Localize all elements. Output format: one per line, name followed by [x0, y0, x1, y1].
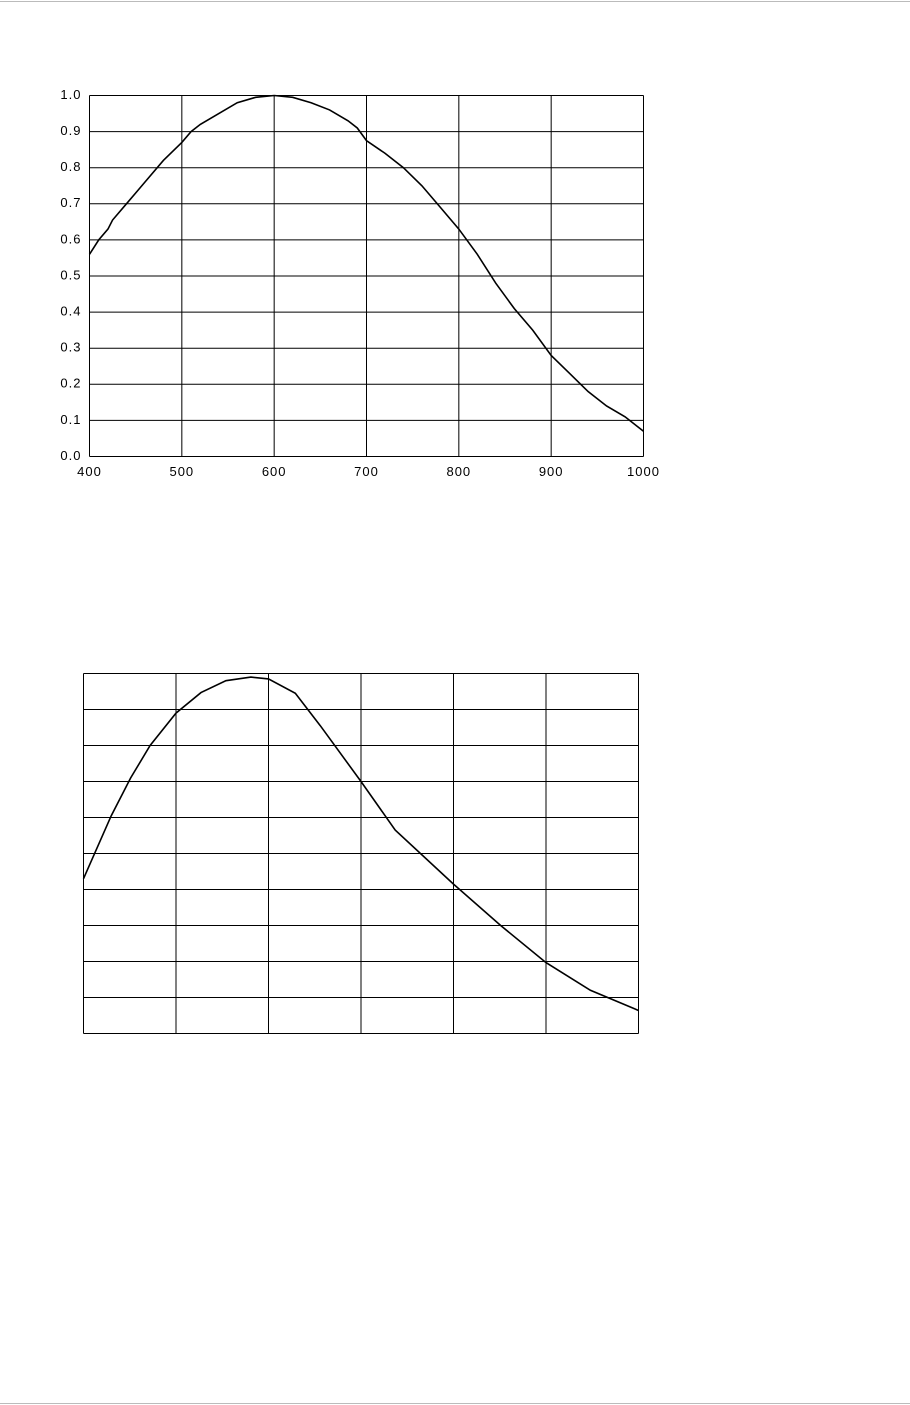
- curve: [82, 676, 639, 1012]
- x-tick-label: 600: [262, 464, 287, 479]
- y-tick-label: 0.6: [60, 231, 81, 246]
- y-tick-label: 0.7: [60, 195, 81, 210]
- curve: [88, 94, 644, 432]
- x-tick-label: 500: [169, 464, 194, 479]
- x-tick-label: 800: [446, 464, 471, 479]
- y-tick-label: 0.9: [60, 123, 81, 138]
- y-tick-label: 0.8: [60, 159, 81, 174]
- x-tick-label: 900: [539, 464, 564, 479]
- x-tick-label: 1000: [627, 464, 660, 479]
- y-tick-label: 0.0: [60, 448, 81, 463]
- x-tick-label: 400: [77, 464, 102, 479]
- y-tick-label: 0.1: [60, 412, 81, 427]
- y-tick-label: 0.5: [60, 267, 81, 282]
- x-tick-label: 700: [354, 464, 379, 479]
- y-tick-label: 0.4: [60, 304, 81, 319]
- y-tick-label: 1.0: [60, 87, 81, 102]
- y-tick-label: 0.3: [60, 340, 81, 355]
- y-tick-label: 0.2: [60, 376, 81, 391]
